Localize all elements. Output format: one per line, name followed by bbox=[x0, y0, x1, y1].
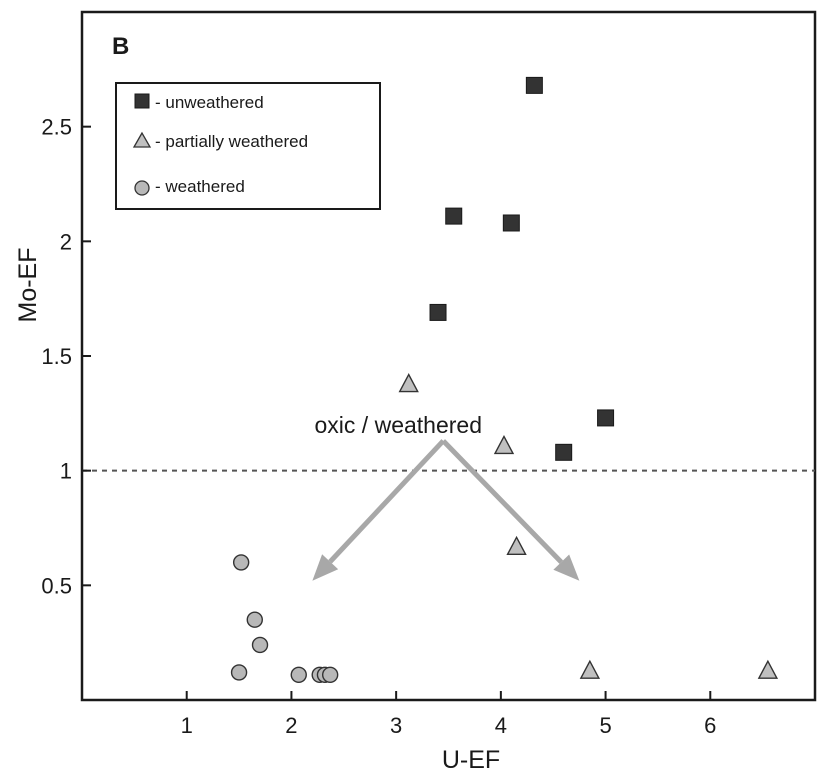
x-tick-label: 3 bbox=[390, 713, 402, 738]
annotation-text: oxic / weathered bbox=[315, 412, 482, 438]
legend-box bbox=[115, 82, 381, 210]
point-weathered bbox=[230, 664, 248, 681]
y-tick-label: 1.5 bbox=[41, 344, 72, 369]
y-tick-label: 0.5 bbox=[41, 573, 72, 598]
x-tick-label: 2 bbox=[285, 713, 297, 738]
legend-circle-icon bbox=[134, 180, 150, 196]
y-axis-label: Mo-EF bbox=[14, 248, 42, 323]
point-unweathered bbox=[525, 76, 543, 94]
y-tick-label: 2 bbox=[60, 229, 72, 254]
x-tick-label: 6 bbox=[704, 713, 716, 738]
legend-square-icon bbox=[134, 93, 150, 109]
point-unweathered bbox=[597, 409, 615, 427]
annotation-arrow-head bbox=[553, 554, 580, 581]
annotation-layer: oxic / weathered bbox=[312, 412, 580, 581]
x-tick-label: 5 bbox=[599, 713, 611, 738]
point-weathered bbox=[290, 666, 307, 683]
legend: - unweathered - partially weathered - we… bbox=[115, 82, 381, 210]
point-unweathered bbox=[445, 207, 463, 225]
annotation-arrow-shaft bbox=[441, 439, 564, 564]
legend-label-weathered: - weathered bbox=[155, 177, 245, 196]
ticks-layer: 1 2 3 4 5 6 0.5 1 1.5 2 2.5 bbox=[41, 115, 716, 738]
point-weathered bbox=[232, 554, 250, 571]
points-layer bbox=[230, 76, 779, 683]
point-partially-weathered bbox=[493, 434, 515, 455]
legend-label-unweathered: - unweathered bbox=[155, 93, 264, 112]
annotation-arrow-shaft bbox=[328, 439, 446, 564]
point-partially-weathered bbox=[757, 659, 779, 679]
annotation-arrow-head bbox=[312, 554, 339, 581]
point-weathered bbox=[321, 666, 339, 683]
y-tick-label: 2.5 bbox=[41, 115, 72, 140]
point-partially-weathered bbox=[506, 535, 527, 556]
point-unweathered bbox=[555, 443, 573, 461]
x-axis-label: U-EF bbox=[442, 746, 500, 774]
point-partially-weathered bbox=[398, 373, 419, 393]
point-weathered bbox=[246, 611, 263, 628]
panel-label: B bbox=[112, 33, 129, 60]
legend-label-partially-weathered: - partially weathered bbox=[155, 132, 308, 151]
point-weathered bbox=[251, 636, 269, 654]
x-tick-label: 1 bbox=[181, 713, 193, 738]
legend-triangle-icon bbox=[132, 131, 152, 148]
point-unweathered bbox=[502, 214, 520, 232]
point-unweathered bbox=[429, 303, 447, 321]
y-tick-label: 1 bbox=[60, 459, 72, 484]
x-tick-label: 4 bbox=[495, 713, 507, 738]
point-partially-weathered bbox=[579, 659, 601, 679]
